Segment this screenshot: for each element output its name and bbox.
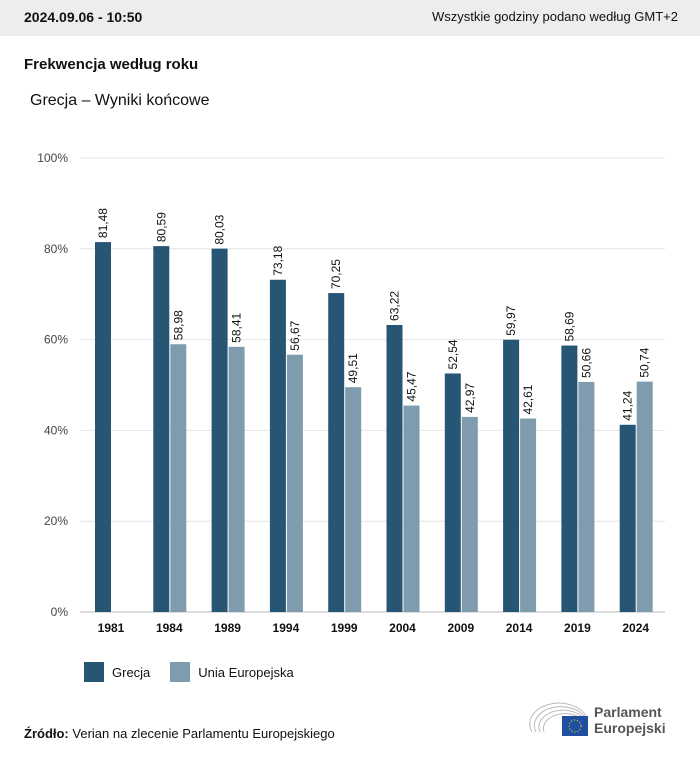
x-tick-label: 1999 [331, 621, 358, 635]
x-tick-label: 1981 [98, 621, 125, 635]
data-label: 42,97 [463, 383, 477, 413]
data-label: 42,61 [521, 384, 535, 414]
bar-eu [345, 387, 362, 612]
source-text: Verian na zlecenie Parlamentu Europejski… [72, 726, 335, 741]
legend: Grecja Unia Europejska [84, 662, 294, 682]
data-label: 50,74 [638, 347, 652, 377]
y-tick-label: 40% [44, 423, 68, 437]
legend-item-eu: Unia Europejska [170, 662, 294, 682]
x-tick-label: 1989 [214, 621, 241, 635]
bar-eu [461, 416, 478, 612]
bar-grecja [386, 324, 403, 612]
data-label: 41,24 [621, 390, 635, 420]
data-label: 58,69 [562, 311, 576, 341]
bar-grecja [95, 242, 111, 612]
bar-grecja [211, 248, 228, 612]
y-tick-label: 100% [37, 151, 68, 165]
legend-label: Unia Europejska [198, 664, 294, 680]
parliament-logo: Parlament Europejski [528, 702, 666, 738]
y-tick-label: 0% [51, 605, 69, 619]
timezone-note: Wszystkie godziny podano według GMT+2 [431, 9, 678, 24]
data-label: 80,59 [154, 212, 168, 242]
chart-title: Frekwencja według roku [24, 56, 199, 73]
legend-swatch [170, 662, 191, 682]
data-label: 58,98 [171, 310, 185, 340]
legend-item-grecja: Grecja [84, 662, 150, 682]
x-tick-label: 2009 [447, 621, 474, 635]
data-label: 81,48 [96, 208, 110, 238]
chart-subtitle: Grecja – Wyniki końcowe [30, 92, 210, 109]
data-label: 50,66 [579, 348, 593, 378]
data-label: 56,67 [288, 320, 302, 350]
bar-eu [228, 346, 245, 612]
legend-label: Grecja [112, 664, 151, 680]
bar-eu [170, 344, 187, 612]
legend-swatch [84, 662, 104, 682]
bar-eu [520, 418, 537, 612]
header-bar: 2024.09.06 - 10:50 Wszystkie godziny pod… [0, 0, 700, 36]
bar-eu [578, 382, 595, 612]
data-label: 73,18 [271, 245, 285, 275]
x-tick-label: 2014 [506, 621, 533, 635]
y-tick-label: 60% [44, 333, 68, 347]
data-label: 80,03 [213, 214, 227, 244]
bar-eu [636, 381, 653, 612]
hemicycle-eu-flag-icon [529, 702, 588, 736]
bar-grecja [328, 293, 345, 612]
x-tick-label: 1984 [156, 621, 183, 635]
data-label: 63,22 [388, 291, 402, 321]
logo-line2: Europejski [594, 720, 666, 736]
data-label: 49,51 [346, 353, 360, 383]
bar-grecja [269, 279, 286, 612]
bar-eu [403, 405, 420, 612]
timestamp: 2024.09.06 - 10:50 [24, 9, 143, 25]
x-tick-label: 2024 [622, 621, 649, 635]
bar-eu [286, 354, 303, 612]
x-tick-label: 2004 [389, 621, 416, 635]
data-label: 45,47 [405, 371, 419, 401]
y-tick-label: 80% [44, 242, 68, 256]
bar-grecja [561, 345, 578, 612]
data-label: 59,97 [504, 305, 518, 335]
bar-grecja [503, 339, 520, 612]
source-label: Źródło: [24, 726, 69, 741]
bar-grecja [619, 424, 636, 612]
bar-grecja [153, 246, 170, 612]
bar-grecja [444, 373, 461, 612]
x-tick-label: 1994 [273, 621, 300, 635]
bar-chart: 0% 20% 40% 60% 80% 100% 1981 81,48 1984 80,59 58,9… [37, 151, 665, 635]
source-note: Źródło: Verian na zlecenie Parlamentu Eu… [24, 726, 335, 741]
data-label: 70,25 [329, 259, 343, 289]
data-label: 52,54 [446, 339, 460, 369]
logo-line1: Parlament [594, 704, 662, 720]
x-tick-label: 2019 [564, 621, 591, 635]
data-label: 58,41 [230, 312, 244, 342]
y-tick-label: 20% [44, 514, 68, 528]
